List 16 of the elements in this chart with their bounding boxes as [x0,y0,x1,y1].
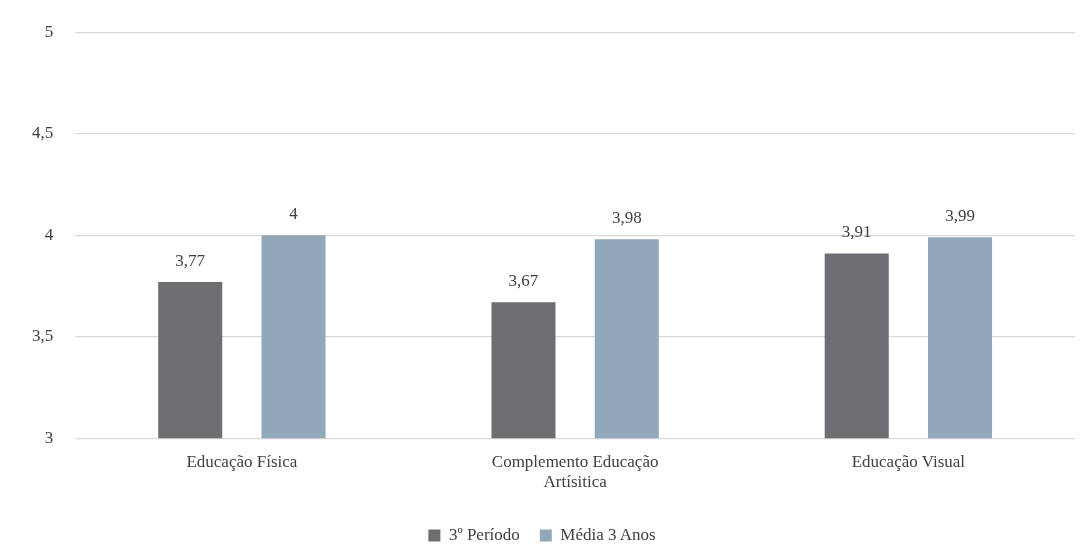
data-label: 3,67 [508,271,539,291]
x-tick-label: Educação Visual [851,451,966,471]
x-tick-label: Complemento Educação Artísitica [491,451,659,492]
legend-label: Média 3 Anos [560,524,656,544]
y-tick-label: 3,5 [32,326,54,346]
y-tick-label: 4 [44,224,54,244]
data-label: 3,77 [175,250,206,270]
x-tick-label: Educação Física [186,451,298,471]
legend-label: 3º Período [448,524,520,544]
data-label: 3,98 [611,208,642,228]
y-tick-label: 4,5 [32,123,54,143]
data-label: 3,99 [945,206,975,226]
data-label: 3,91 [841,222,872,242]
data-label: 4 [289,204,299,224]
y-tick-label: 5 [44,21,54,41]
y-tick-label: 3 [44,427,54,447]
